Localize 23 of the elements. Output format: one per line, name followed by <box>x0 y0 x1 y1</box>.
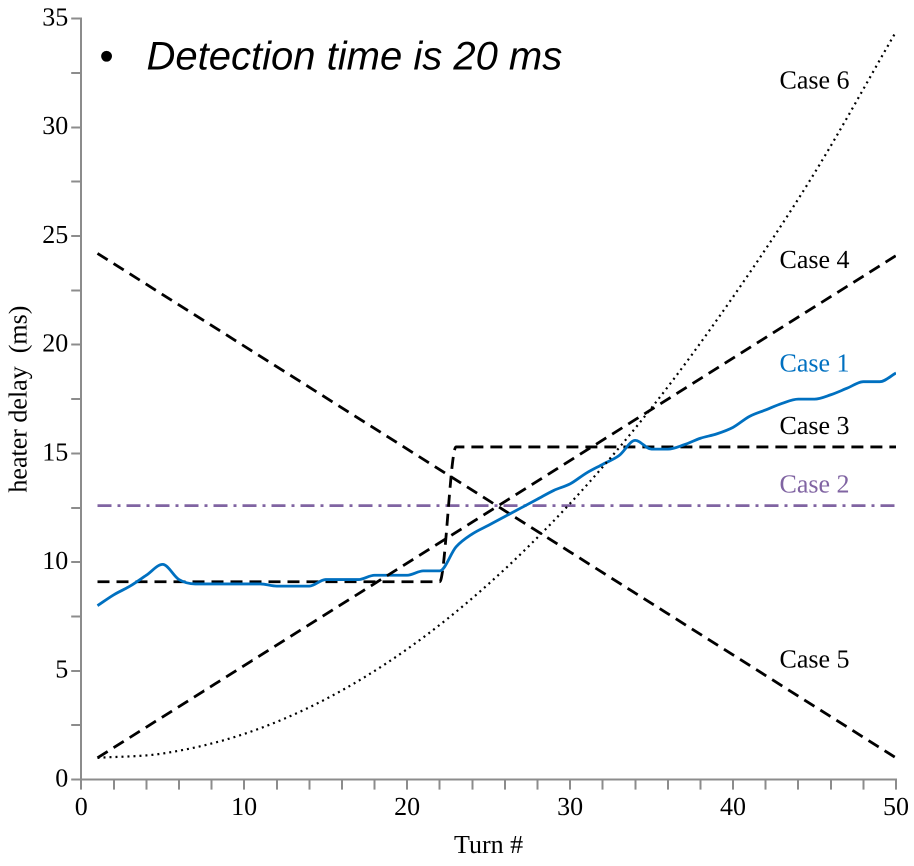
x-tick-label: 10 <box>231 792 258 822</box>
y-tick-label: 0 <box>55 763 68 792</box>
x-tick-label: 40 <box>720 792 746 822</box>
series-label: Case 6 <box>779 66 850 95</box>
annotation: • Detection time is 20 ms <box>99 34 562 79</box>
series-label: Case 1 <box>779 348 850 378</box>
y-axis-title: heater delay (ms) <box>3 306 32 493</box>
y-tick-label: 5 <box>55 654 68 684</box>
series-label: Case 2 <box>779 469 850 498</box>
series-label: Case 4 <box>779 244 850 274</box>
y-tick-label: 10 <box>42 546 68 575</box>
y-tick-label: 25 <box>42 220 68 249</box>
x-tick-label: 0 <box>74 792 88 822</box>
x-axis-title: Turn # <box>454 830 524 860</box>
y-tick-label: 20 <box>42 328 68 358</box>
y-tick-label: 15 <box>42 437 68 466</box>
y-tick-label: 30 <box>42 111 68 140</box>
x-tick-label: 20 <box>394 792 420 822</box>
y-tick-label: 35 <box>42 2 68 32</box>
x-tick-label: 50 <box>883 792 909 822</box>
series-label: Case 5 <box>779 644 850 674</box>
series-label: Case 3 <box>779 410 850 440</box>
x-tick-label: 30 <box>557 792 584 822</box>
